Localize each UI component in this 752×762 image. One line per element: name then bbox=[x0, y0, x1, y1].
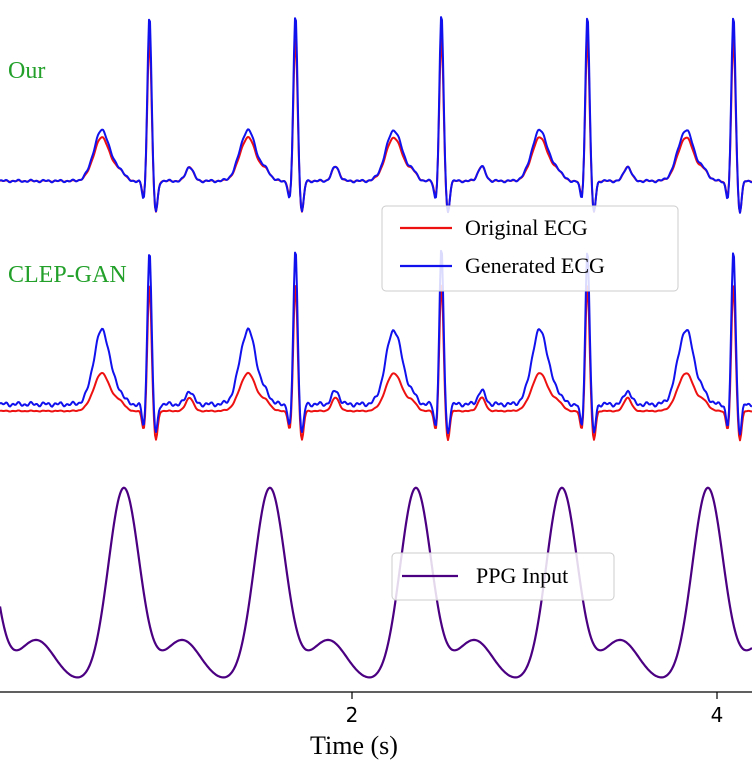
series-line-our-original-ecg bbox=[0, 37, 752, 214]
ppg-legend: PPG Input bbox=[391, 552, 615, 601]
series-line-ppg-input bbox=[0, 486, 752, 679]
legend-label-original-ecg: Original ECG bbox=[465, 215, 588, 240]
series-line-our-generated-ecg bbox=[0, 16, 752, 214]
series-line-clep-generated-ecg bbox=[0, 249, 752, 436]
x-tick-label-2: 2 bbox=[346, 703, 359, 727]
legend-label-ppg-input: PPG Input bbox=[476, 563, 568, 588]
panel-label-our: Our bbox=[8, 58, 45, 84]
series-line-clep-original-ecg bbox=[0, 284, 752, 442]
legend-label-generated-ecg: Generated ECG bbox=[465, 253, 605, 278]
ecg-legend-box bbox=[381, 205, 679, 292]
ecg-legend: Original ECG Generated ECG bbox=[381, 205, 679, 292]
x-axis-label: Time (s) bbox=[310, 731, 398, 760]
series-layer bbox=[0, 16, 752, 679]
x-tick-label-4: 4 bbox=[711, 703, 724, 727]
ppg-legend-box bbox=[391, 552, 615, 601]
panel-label-clep-gan: CLEP-GAN bbox=[8, 262, 127, 288]
